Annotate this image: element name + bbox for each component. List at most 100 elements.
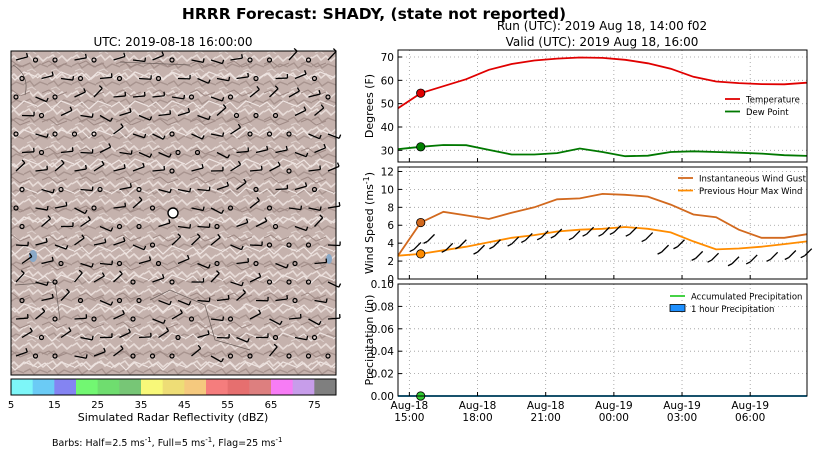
legend-label: Instantaneous Wind Gust	[699, 175, 807, 185]
map-title: UTC: 2019-08-18 16:00:00	[93, 35, 252, 49]
x-tick-label-time: 21:00	[531, 412, 561, 424]
y-tick-label: 4	[387, 238, 394, 250]
wind-barb-staff	[139, 337, 151, 338]
colorbar-swatch	[98, 379, 120, 395]
wind-barb-flag	[320, 206, 321, 210]
colorbar-swatch	[249, 379, 271, 395]
wind-barb-staff	[276, 189, 288, 190]
wind-barb-flag	[223, 317, 224, 321]
colorbar-swatch	[119, 379, 141, 395]
y-axis-label: Degrees (F)	[363, 74, 376, 138]
wind-barb-flag	[66, 202, 67, 206]
wind-barb-flag	[190, 224, 191, 228]
colorbar-swatch	[228, 379, 250, 395]
x-axis-labels: Aug-1815:00Aug-1818:00Aug-1821:00Aug-190…	[391, 400, 769, 424]
colorbar-swatch	[271, 379, 293, 395]
x-tick-label-date: Aug-18	[391, 400, 429, 412]
valid-label: Valid (UTC): 2019 Aug 18, 16:00	[506, 35, 699, 49]
wind-barb-flag	[320, 165, 321, 169]
wind-barb-flag	[86, 165, 87, 169]
y-axis-label: Wind Speed (ms-1)	[362, 172, 376, 274]
wind-barb-flag	[287, 295, 288, 299]
colorbar-swatch	[33, 379, 55, 395]
wind-barb-flag	[184, 95, 185, 99]
y-tick-label: 2	[387, 256, 394, 268]
wind-barb-staff	[81, 153, 93, 154]
station-marker	[168, 208, 178, 218]
wind-barb-flag	[145, 58, 146, 62]
wind-barb-flag	[130, 183, 131, 187]
y-tick-label: 40	[381, 122, 394, 134]
wind-barb-staff	[16, 245, 28, 246]
wind-barb-staff	[250, 245, 262, 246]
wind-barb-flag	[86, 354, 87, 358]
wind-barb-flag	[203, 207, 204, 211]
wind-barb-flag	[267, 146, 268, 150]
y-tick-label: 30	[381, 145, 394, 157]
x-tick-label-time: 18:00	[462, 412, 492, 424]
colorbar-tick-label: 15	[48, 400, 61, 411]
legend-swatch	[670, 305, 685, 312]
colorbar-label: Simulated Radar Reflectivity (dBZ)	[78, 411, 269, 424]
colorbar-swatch	[314, 379, 336, 395]
wind-barb-flag	[339, 202, 340, 206]
wind-barb-flag	[47, 206, 48, 210]
wind-barb-flag	[92, 336, 93, 340]
colorbar-tick-label: 5	[8, 400, 14, 411]
wind-barb-staff	[22, 152, 34, 153]
colorbar-tick-label: 35	[135, 400, 148, 411]
colorbar-swatch	[11, 379, 33, 395]
wind-barb-flag	[124, 164, 125, 168]
barbs-note: Barbs: Half=2.5 ms-1, Full=5 ms-1, Flag=…	[52, 436, 282, 449]
y-axis-label: Precipitation (in)	[363, 295, 376, 386]
x-tick-label-time: 00:00	[599, 412, 629, 424]
wind-barb-flag	[248, 73, 249, 77]
colorbar-swatch	[293, 379, 315, 395]
wind-barb-flag	[339, 284, 341, 288]
legend-label: Previous Hour Max Wind	[699, 187, 802, 197]
wind-barb-flag	[73, 76, 74, 80]
y-tick-label: 70	[381, 52, 394, 64]
colorbar-swatch	[206, 379, 228, 395]
x-tick-label-date: Aug-19	[663, 400, 701, 412]
y-tick-label: 10	[381, 184, 394, 196]
y-tick-label: 6	[387, 220, 394, 232]
colorbar-tick-label: 75	[308, 400, 321, 411]
wind-barb-flag	[86, 54, 87, 58]
run-label: Run (UTC): 2019 Aug 18, 14:00 f02	[497, 19, 707, 33]
legend-label: 1 hour Precipitation	[691, 305, 774, 315]
x-tick-label-time: 03:00	[667, 412, 697, 424]
wind-barb-flag	[307, 336, 308, 340]
wind-barb-flag	[326, 299, 327, 303]
wind-barb-flag	[229, 77, 230, 81]
y-tick-label: 0.10	[371, 279, 394, 291]
map-panel: UTC: 2019-08-18 16:00:00	[11, 35, 341, 375]
wind-barb-flag	[190, 188, 191, 192]
colorbar-swatch	[184, 379, 206, 395]
y-tick-label: 8	[387, 202, 394, 214]
x-tick-label-date: Aug-18	[459, 400, 497, 412]
x-tick-label-time: 06:00	[735, 412, 765, 424]
wind-barb-flag	[223, 132, 224, 136]
colorbar-tick-label: 45	[178, 400, 191, 411]
x-tick-label-date: Aug-19	[731, 400, 769, 412]
x-tick-label-date: Aug-19	[595, 400, 633, 412]
wind-barb-flag	[286, 146, 287, 150]
y-tick-label: 12	[381, 166, 394, 178]
y-tick-label: 60	[381, 75, 394, 87]
wind-barb-flag	[131, 150, 132, 154]
wind-barb-flag	[338, 163, 340, 167]
wind-barb-staff	[217, 338, 229, 339]
legend-label: Temperature	[745, 96, 800, 106]
wind-barb-flag	[242, 54, 243, 58]
wind-barb-flag	[105, 239, 106, 243]
colorbar-swatch	[163, 379, 185, 395]
wind-barb-flag	[339, 135, 340, 139]
current-hour-marker	[417, 250, 425, 258]
wind-barb-flag	[52, 294, 53, 298]
